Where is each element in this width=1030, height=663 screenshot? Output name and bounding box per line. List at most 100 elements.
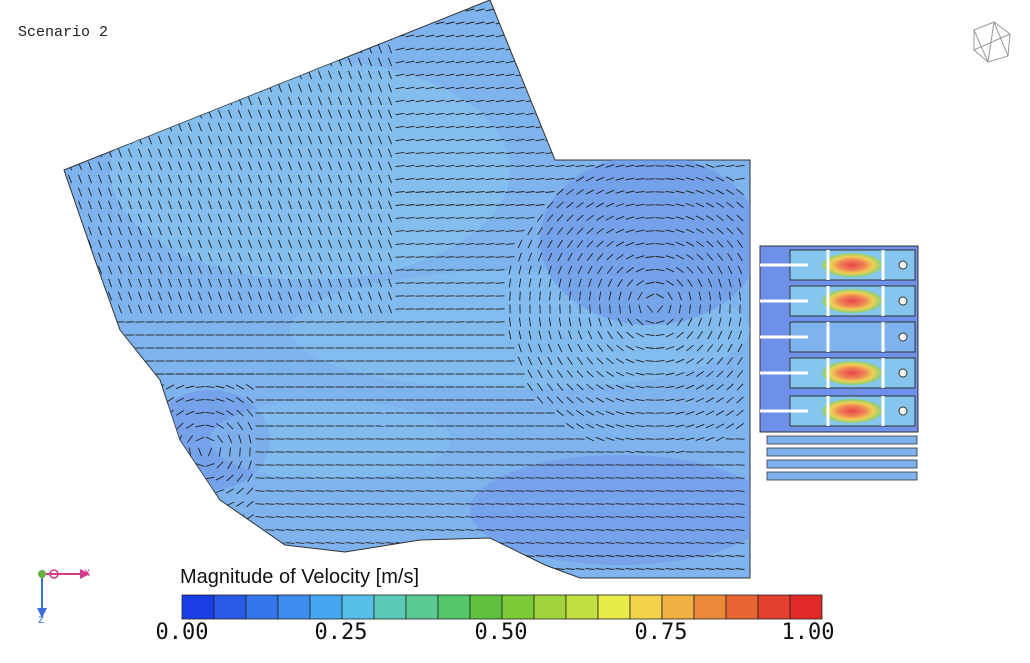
velocity-vector: [137, 109, 143, 119]
velocity-vector: [735, 112, 745, 116]
velocity-vector: [435, 269, 445, 271]
velocity-vector: [495, 490, 505, 492]
velocity-vector: [225, 397, 235, 403]
velocity-vector: [275, 516, 285, 518]
velocity-vector: [157, 473, 163, 483]
velocity-vector: [625, 164, 635, 168]
velocity-vector: [395, 529, 405, 531]
velocity-vector: [635, 151, 645, 155]
velocity-vector: [575, 542, 585, 544]
velocity-vector: [327, 304, 333, 314]
velocity-vector: [227, 278, 233, 288]
velocity-vector: [695, 21, 705, 25]
velocity-vector: [287, 96, 293, 106]
velocity-vector: [705, 410, 715, 416]
velocity-vector: [267, 278, 273, 288]
velocity-vector: [665, 451, 675, 453]
velocity-vector: [735, 34, 745, 38]
velocity-vector: [425, 542, 435, 544]
velocity-vector: [528, 343, 532, 353]
velocity-vector: [475, 34, 485, 38]
velocity-vector: [347, 239, 353, 249]
velocity-vector: [687, 317, 693, 327]
velocity-vector: [325, 503, 335, 505]
velocity-vector: [415, 86, 425, 90]
velocity-vector: [645, 73, 655, 77]
velocity-vector: [237, 278, 243, 288]
velocity-vector: [157, 57, 163, 67]
velocity-vector: [485, 256, 495, 258]
velocity-vector: [565, 34, 575, 38]
velocity-vector: [197, 31, 203, 41]
velocity-vector: [137, 421, 143, 431]
velocity-vector: [518, 317, 522, 327]
velocity-vector: [675, 60, 685, 64]
velocity-vector: [435, 204, 445, 206]
velocity-vector: [628, 291, 632, 301]
velocity-vector: [575, 60, 585, 64]
velocity-vector: [415, 204, 425, 206]
velocity-vector: [485, 230, 495, 232]
velocity-vector: [237, 122, 243, 132]
velocity-vector: [577, 343, 583, 353]
velocity-vector: [197, 200, 203, 210]
velocity-vector: [277, 70, 283, 80]
velocity-vector: [177, 200, 183, 210]
velocity-vector: [575, 490, 585, 492]
velocity-vector: [237, 265, 243, 275]
velocity-vector: [287, 44, 293, 54]
velocity-vector: [595, 112, 605, 116]
velocity-vector: [137, 200, 143, 210]
velocity-vector: [187, 70, 193, 80]
velocity-vector: [435, 99, 445, 103]
velocity-vector: [566, 201, 574, 209]
velocity-vector: [355, 503, 365, 505]
velocity-vector: [197, 18, 203, 28]
velocity-vector: [685, 203, 695, 207]
velocity-vector: [567, 356, 573, 366]
velocity-vector: [689, 304, 691, 314]
velocity-vector: [535, 73, 545, 77]
velocity-vector: [528, 330, 532, 340]
velocity-vector: [275, 529, 285, 531]
velocity-vector: [88, 473, 92, 483]
velocity-vector: [635, 411, 645, 415]
velocity-vector: [415, 8, 425, 12]
view-cube-icon[interactable]: [970, 20, 1014, 64]
velocity-vector: [635, 555, 645, 557]
velocity-vector: [247, 291, 253, 301]
velocity-vector: [615, 555, 625, 557]
velocity-vector: [207, 122, 213, 132]
velocity-vector: [535, 138, 545, 142]
velocity-vector: [215, 515, 225, 519]
legend-swatch: [597, 594, 631, 620]
velocity-vector: [377, 291, 383, 301]
velocity-vector: [665, 190, 675, 194]
velocity-vector: [327, 5, 333, 15]
velocity-vector: [465, 282, 475, 284]
velocity-vector: [635, 112, 645, 116]
velocity-vector: [455, 21, 465, 25]
velocity-vector: [656, 305, 664, 313]
velocity-vector: [635, 346, 645, 350]
velocity-vector: [87, 239, 93, 249]
velocity-vector: [255, 555, 265, 557]
velocity-vector: [117, 5, 123, 15]
velocity-vector: [495, 217, 505, 219]
velocity-vector: [227, 109, 233, 119]
velocity-vector: [645, 516, 655, 518]
velocity-vector: [705, 397, 715, 403]
velocity-vector: [317, 291, 323, 301]
velocity-vector: [227, 31, 233, 41]
velocity-vector: [117, 304, 123, 314]
velocity-vector: [625, 437, 635, 441]
velocity-vector: [695, 503, 705, 505]
velocity-vector: [705, 47, 715, 51]
velocity-vector: [77, 200, 83, 210]
velocity-vector: [615, 542, 625, 544]
velocity-vector: [715, 568, 725, 570]
velocity-vector: [565, 568, 575, 570]
velocity-vector: [305, 490, 315, 492]
